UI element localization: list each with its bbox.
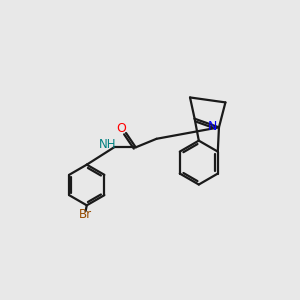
Text: NH: NH xyxy=(99,138,116,151)
Text: Br: Br xyxy=(79,208,92,220)
Text: N: N xyxy=(208,120,217,134)
Text: O: O xyxy=(116,122,126,135)
